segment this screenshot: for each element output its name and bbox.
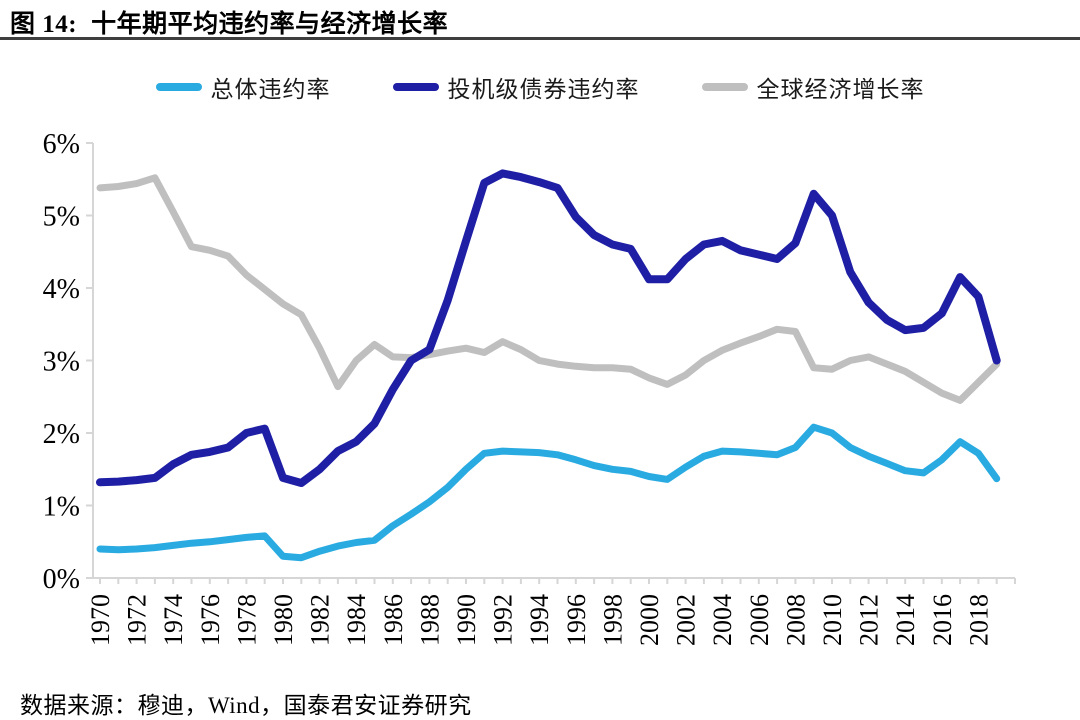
x-axis-tick-label: 1982 bbox=[306, 594, 335, 646]
x-axis-tick-label: 1996 bbox=[562, 594, 591, 646]
x-axis-tick-label: 1974 bbox=[159, 594, 188, 646]
x-axis-tick-label: 1986 bbox=[379, 594, 408, 646]
legend-item-2: 全球经济增长率 bbox=[701, 70, 925, 104]
x-axis-tick-label: 2000 bbox=[635, 594, 664, 646]
x-axis-tick-label: 1984 bbox=[342, 594, 371, 646]
x-axis-tick-label: 2010 bbox=[818, 594, 847, 646]
y-axis-tick-label: 3% bbox=[43, 347, 80, 378]
x-axis-tick-label: 2016 bbox=[928, 594, 957, 646]
y-axis-tick-label: 1% bbox=[43, 492, 80, 523]
x-axis-tick-label: 1980 bbox=[269, 594, 298, 646]
x-axis-tick-label: 2002 bbox=[672, 594, 701, 646]
x-axis-tick-label: 1970 bbox=[86, 594, 115, 646]
series-line-0 bbox=[96, 423, 1001, 562]
y-axis-tick-label: 0% bbox=[43, 564, 80, 595]
x-axis-tick-label: 1972 bbox=[123, 594, 152, 646]
y-axis-tick-label: 5% bbox=[43, 202, 80, 233]
x-axis-tick-label: 2006 bbox=[745, 594, 774, 646]
title-underline bbox=[0, 37, 1080, 40]
y-axis-tick-label: 4% bbox=[43, 274, 80, 305]
x-axis-tick-label: 1976 bbox=[196, 594, 225, 646]
figure-title-text: 十年期平均违约率与经济增长率 bbox=[91, 11, 449, 38]
legend-swatch-2 bbox=[701, 83, 748, 91]
data-source: 数据来源：穆迪，Wind，国泰君安证券研究 bbox=[20, 693, 472, 718]
legend-item-0: 总体违约率 bbox=[155, 70, 331, 104]
x-axis-tick-label: 2004 bbox=[708, 594, 737, 646]
legend-swatch-0 bbox=[155, 83, 202, 91]
chart: 0% 1% 2% 3% 4% 5% 6% 1970 1972 1974 1976 1978 1980 19… bbox=[43, 129, 1016, 646]
legend-label-0: 总体违约率 bbox=[210, 77, 331, 102]
x-axis-tick-label: 1990 bbox=[452, 594, 481, 646]
y-axis-tick-label: 6% bbox=[43, 129, 80, 160]
x-axis-tick-label: 2018 bbox=[964, 594, 993, 646]
legend-label-1: 投机级债券违约率 bbox=[447, 77, 640, 102]
x-axis-tick-label: 2014 bbox=[891, 594, 920, 646]
legend-label-2: 全球经济增长率 bbox=[756, 77, 925, 102]
legend-swatch-1 bbox=[392, 83, 439, 91]
y-axis-tick-label: 2% bbox=[43, 419, 80, 450]
chart-area: 0% 1% 2% 3% 4% 5% 6% 1970 1972 1974 1976 1978 1980 19… bbox=[0, 100, 1080, 660]
x-axis-tick-label: 1988 bbox=[415, 594, 444, 646]
x-axis-tick-label: 2008 bbox=[781, 594, 810, 646]
chart-legend: 总体违约率 投机级债券违约率 全球经济增长率 bbox=[0, 70, 1080, 104]
series-line-1 bbox=[96, 169, 1001, 487]
x-axis-tick-label: 1998 bbox=[598, 594, 627, 646]
x-axis-tick-label: 1994 bbox=[525, 594, 554, 646]
x-axis-tick-label: 1978 bbox=[232, 594, 261, 646]
figure-number: 图 14: bbox=[10, 11, 78, 38]
legend-item-1: 投机级债券违约率 bbox=[392, 70, 640, 104]
series-line-2 bbox=[96, 174, 1001, 404]
x-axis-tick-label: 2012 bbox=[855, 594, 884, 646]
figure-title: 图 14: 十年期平均违约率与经济增长率 bbox=[10, 4, 448, 40]
x-axis-tick-label: 1992 bbox=[489, 594, 518, 646]
